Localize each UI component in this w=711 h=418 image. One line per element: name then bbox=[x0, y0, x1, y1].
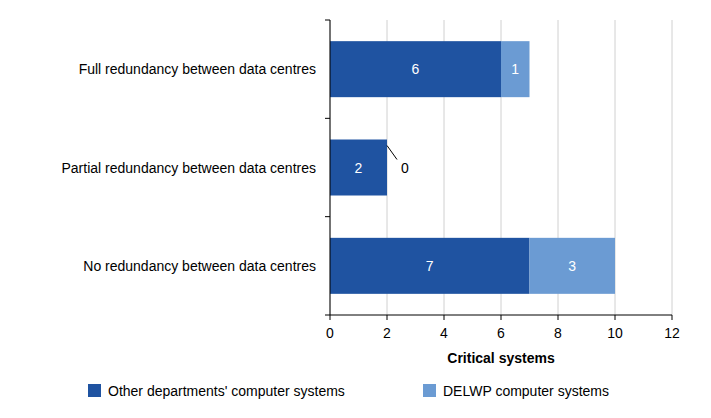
legend-label: Other departments' computer systems bbox=[108, 383, 345, 399]
x-tick bbox=[501, 315, 502, 320]
x-tick bbox=[387, 315, 388, 320]
x-tick bbox=[558, 315, 559, 320]
legend-label: DELWP computer systems bbox=[443, 383, 609, 399]
x-tick-label: 4 bbox=[440, 325, 448, 341]
chart: 612073024681012Full redundancy between d… bbox=[0, 0, 711, 418]
legend-swatch bbox=[88, 384, 101, 397]
data-label: 2 bbox=[355, 160, 363, 176]
category-label: Partial redundancy between data centres bbox=[62, 160, 317, 176]
x-tick-label: 10 bbox=[607, 325, 623, 341]
bars bbox=[330, 41, 615, 294]
y-tick bbox=[325, 20, 330, 21]
grid-line bbox=[330, 20, 331, 315]
bar-segment bbox=[387, 140, 388, 196]
x-tick-label: 12 bbox=[664, 325, 680, 341]
y-tick bbox=[325, 216, 330, 217]
x-tick bbox=[672, 315, 673, 320]
x-tick-label: 8 bbox=[554, 325, 562, 341]
x-tick-label: 2 bbox=[383, 325, 391, 341]
bar-segment bbox=[330, 41, 501, 97]
x-axis-label: Critical systems bbox=[447, 350, 555, 366]
leader-line bbox=[387, 146, 397, 160]
data-label: 7 bbox=[426, 258, 434, 274]
x-tick-label: 0 bbox=[326, 325, 334, 341]
y-axis bbox=[330, 20, 331, 315]
data-label: 1 bbox=[511, 61, 519, 77]
x-tick-label: 6 bbox=[497, 325, 505, 341]
data-label: 6 bbox=[412, 61, 420, 77]
x-tick bbox=[615, 315, 616, 320]
y-tick bbox=[325, 315, 330, 316]
bar-segment bbox=[530, 238, 616, 294]
bar-segment bbox=[501, 41, 530, 97]
legend-swatch bbox=[423, 384, 436, 397]
bar-segment bbox=[330, 238, 530, 294]
y-tick bbox=[325, 118, 330, 119]
category-label: No redundancy between data centres bbox=[83, 258, 316, 274]
data-label: 3 bbox=[568, 258, 576, 274]
grid-line bbox=[672, 20, 673, 315]
category-label: Full redundancy between data centres bbox=[79, 61, 316, 77]
data-label: 0 bbox=[401, 160, 409, 176]
x-tick bbox=[330, 315, 331, 320]
x-tick bbox=[444, 315, 445, 320]
bar-segment bbox=[330, 140, 387, 196]
